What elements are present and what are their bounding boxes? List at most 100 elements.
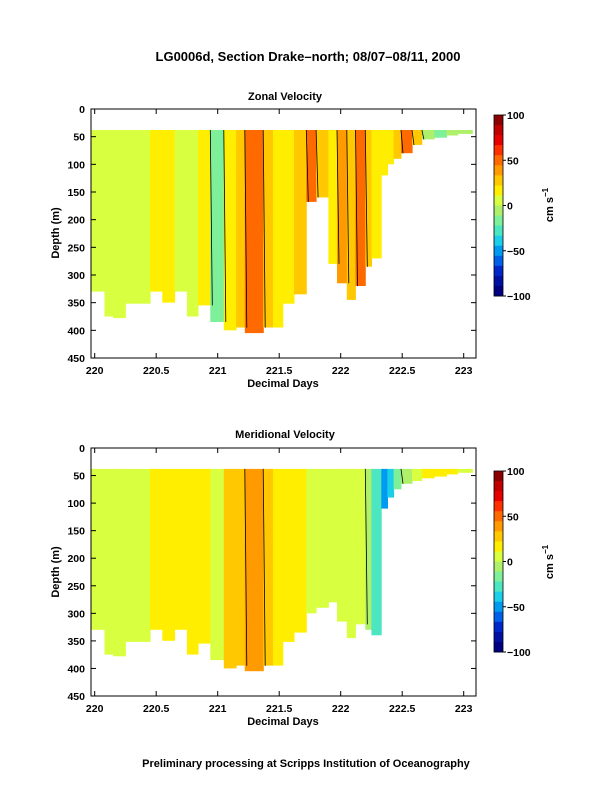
zonal-colorbar-swatch-9	[494, 205, 503, 216]
meridional-colorbar-swatch-10	[494, 571, 503, 583]
meridional-colorbar-swatch-16	[494, 631, 503, 643]
zonal-cell-8	[186, 130, 199, 317]
zonal-ytick-label-4: 200	[67, 215, 85, 227]
meridional-cell-3	[125, 468, 136, 642]
meridional-cell-21	[337, 468, 348, 622]
meridional-cell-26	[381, 468, 388, 509]
zonal-contour-11	[223, 129, 227, 323]
zonal-colorbar-swatch-11	[494, 225, 503, 237]
colorbar-zonal: 100 50 0 −50 −100	[493, 110, 531, 303]
zonal-ytick-label-0: 0	[79, 104, 85, 116]
meridional-cell-2	[113, 468, 126, 657]
zonal-colorbar-tick-label-1: 50	[507, 155, 519, 167]
meridional-cell-16	[282, 468, 295, 642]
zonal-cell-0	[91, 130, 105, 292]
zonal-colorbar-swatch-16	[494, 275, 503, 287]
zonal-colorbar-tick-label-3: −50	[507, 246, 525, 258]
zonal-colorbar-swatch-0	[494, 115, 503, 126]
zonal-cell-12	[236, 130, 246, 328]
meridional-cell-31	[421, 468, 435, 479]
meridional-colorbar-swatch-5	[494, 521, 503, 532]
meridional-contour-24	[364, 468, 368, 625]
zonal-cell-5	[150, 130, 163, 292]
zonal-cell-26	[381, 130, 388, 176]
zonal-contour-29	[400, 129, 404, 154]
zonal-contour-14	[262, 129, 266, 328]
zonal-xtick-label-2: 221	[209, 365, 227, 377]
page-title: LG0006d, Section Drake–north; 08/07–08/1…	[156, 49, 461, 64]
meridional-cell-34	[457, 468, 473, 473]
meridional-cell-7	[174, 468, 188, 630]
colorbar-label-exp-zonal: −1	[541, 187, 550, 197]
zonal-colorbar-swatch-1	[494, 125, 503, 136]
zonal-ytick-label-2: 100	[67, 159, 85, 171]
meridional-colorbar-swatch-13	[494, 601, 503, 613]
chart-title-zonal: Zonal Velocity	[248, 91, 323, 103]
zonal-colorbar-tick-label-4: −100	[507, 291, 531, 303]
colorbar-meridional: 100 50 0 −50 −100	[493, 466, 531, 659]
meridional-cell-5	[150, 468, 163, 630]
meridional-cell-13	[244, 468, 264, 672]
meridional-colorbar-tick-label-1: 50	[507, 511, 519, 523]
zonal-cell-33	[446, 130, 459, 136]
zonal-colorbar-swatch-8	[494, 195, 503, 206]
zonal-contour-22	[346, 129, 350, 284]
meridional-cell-33	[446, 468, 459, 475]
meridional-contour-29	[400, 468, 404, 484]
meridional-cell-29	[401, 468, 413, 484]
zonal-cell-1	[104, 130, 114, 317]
meridional-contour-14	[262, 468, 266, 666]
meridional-xtick-label-1: 220.5	[143, 703, 169, 715]
meridional-ytick-label-6: 300	[67, 608, 85, 620]
zonal-xtick-label-4: 222	[332, 365, 350, 377]
zonal-xtick-label-6: 223	[455, 365, 473, 377]
meridional-colorbar-swatch-0	[494, 471, 503, 482]
meridional-colorbar-swatch-2	[494, 491, 503, 502]
meridional-ytick-label-2: 100	[67, 498, 85, 510]
zonal-cell-7	[174, 130, 188, 292]
svg-text:cm s−1: cm s−1	[541, 544, 556, 579]
footer-credit: Preliminary processing at Scripps Instit…	[142, 758, 471, 770]
meridional-xtick-label-4: 222	[332, 703, 350, 715]
meridional-colorbar-swatch-3	[494, 501, 503, 512]
meridional-cell-11	[223, 468, 237, 669]
contour-lines-zonal	[209, 129, 425, 328]
chart-title-meridional: Meridional Velocity	[235, 429, 336, 441]
meridional-contour-13	[244, 468, 248, 666]
svg-text:cm s−1: cm s−1	[541, 187, 556, 222]
zonal-contour-13	[244, 129, 248, 328]
zonal-colorbar-swatch-2	[494, 135, 503, 146]
meridional-xtick-label-0: 220	[86, 703, 104, 715]
zonal-cell-29	[401, 130, 413, 154]
zonal-colorbar-swatch-13	[494, 245, 503, 257]
x-axis-label-meridional: Decimal Days	[247, 716, 319, 728]
zonal-ytick-label-8: 400	[67, 325, 85, 337]
zonal-colorbar-swatch-17	[494, 285, 503, 297]
zonal-colorbar-tick-label-2: 0	[507, 201, 513, 213]
zonal-cell-15	[273, 130, 284, 328]
meridional-colorbar-tick-label-0: 100	[507, 466, 525, 478]
zonal-colorbar-swatch-12	[494, 235, 503, 247]
meridional-colorbar-tick-label-4: −100	[507, 647, 531, 659]
zonal-cell-34	[457, 130, 473, 134]
zonal-contour-31	[421, 129, 425, 140]
zonal-ytick-label-1: 50	[73, 132, 85, 144]
zonal-contour-18	[305, 129, 309, 203]
meridional-cell-30	[412, 468, 423, 481]
zonal-cell-21	[337, 130, 348, 284]
contour-lines-meridional	[244, 468, 404, 666]
zonal-cell-2	[113, 130, 126, 319]
meridional-colorbar-swatch-12	[494, 591, 503, 603]
zonal-cell-30	[412, 130, 423, 145]
meridional-cell-27	[387, 468, 395, 498]
meridional-cell-23	[355, 468, 366, 625]
zonal-ytick-label-9: 450	[67, 353, 85, 365]
meridional-ytick-label-1: 50	[73, 471, 85, 483]
zonal-xtick-label-1: 220.5	[143, 365, 169, 377]
meridional-cell-19	[316, 468, 329, 608]
zonal-xtick-label-5: 222.5	[389, 365, 415, 377]
zonal-contour-23	[355, 129, 358, 287]
meridional-ytick-label-3: 150	[67, 526, 85, 538]
zonal-contour-21	[336, 129, 340, 264]
y-axis-label-meridional: Depth (m)	[50, 546, 62, 598]
